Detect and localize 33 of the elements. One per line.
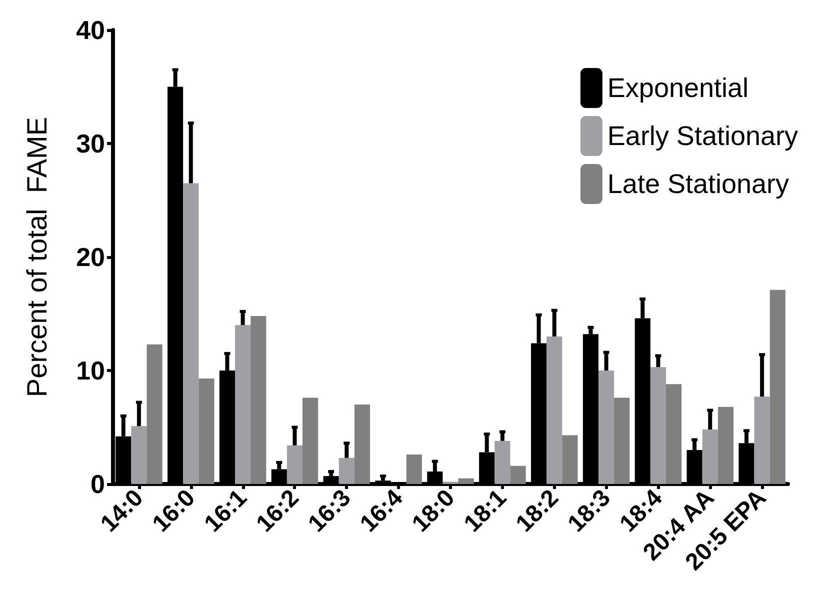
bar xyxy=(235,325,251,484)
bar xyxy=(562,435,578,484)
bar xyxy=(754,396,770,484)
legend-label: Early Stationary xyxy=(607,121,798,151)
bar xyxy=(510,466,526,484)
bar xyxy=(494,440,510,484)
bar xyxy=(183,183,199,484)
bar xyxy=(546,336,562,484)
y-tick-label: 10 xyxy=(76,356,105,386)
bar xyxy=(406,454,422,484)
bar xyxy=(338,458,354,484)
bar xyxy=(666,384,682,484)
y-axis-title: Percent of total FAME xyxy=(22,116,52,398)
bar xyxy=(702,430,718,484)
bar xyxy=(770,290,786,484)
y-tick-label: 20 xyxy=(76,242,105,272)
y-tick-label: 30 xyxy=(76,128,105,158)
bar xyxy=(650,367,666,484)
y-tick-label: 40 xyxy=(76,15,105,45)
bar xyxy=(614,398,630,484)
bar xyxy=(250,316,266,484)
y-tick-label: 0 xyxy=(90,469,105,499)
bar xyxy=(302,398,318,484)
bar xyxy=(598,370,614,484)
bar xyxy=(146,344,162,484)
bar xyxy=(354,404,370,484)
legend-label: Exponential xyxy=(607,73,749,103)
legend-label: Late Stationary xyxy=(607,169,790,199)
bar xyxy=(286,445,303,484)
bar xyxy=(131,426,147,484)
bar xyxy=(198,378,214,484)
bar xyxy=(718,406,734,484)
bar xyxy=(458,478,474,484)
